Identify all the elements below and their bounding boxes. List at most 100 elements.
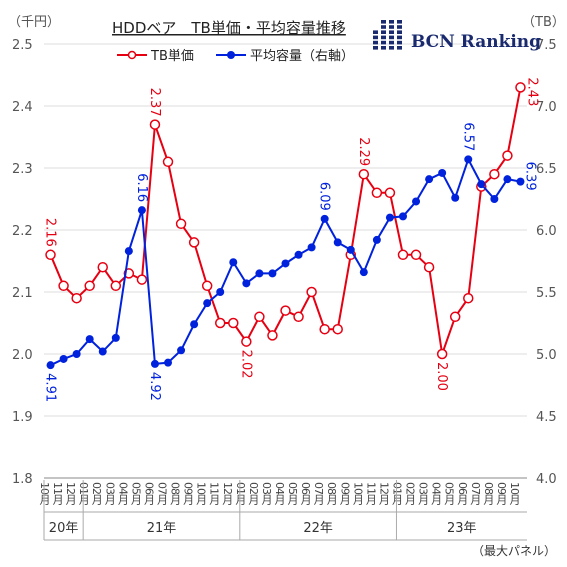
legend-label-tb-price: TB単価 — [150, 48, 194, 64]
tb-price-point — [384, 187, 396, 199]
avg-capacity-point — [203, 299, 212, 308]
x-tick-label: 04月 — [273, 482, 286, 505]
year-label: 22年 — [303, 521, 333, 536]
data-label: 6.16 — [134, 173, 149, 202]
x-tick-label: 12月 — [64, 482, 77, 505]
tb-price-point — [267, 330, 278, 341]
x-tick-label: 11月 — [364, 482, 377, 505]
avg-capacity-point — [490, 195, 499, 203]
x-tick-label: 03月 — [103, 482, 116, 505]
data-label: 4.92 — [147, 372, 162, 401]
data-label: 4.91 — [43, 373, 58, 402]
avg-capacity-point — [190, 320, 199, 329]
y-right-tick-label: 6.5 — [536, 162, 557, 177]
x-tick-label: 08月 — [325, 482, 338, 505]
x-tick-label: 06月 — [456, 482, 469, 505]
x-tick-label: 05月 — [286, 482, 299, 505]
logo-square — [373, 40, 378, 45]
x-tick-label: 05月 — [443, 482, 456, 505]
x-tick-label: 01月 — [234, 482, 247, 505]
data-label: 2.37 — [147, 88, 162, 117]
avg-capacity-point — [307, 243, 316, 252]
brand-logo-text: BCN Ranking — [411, 32, 541, 52]
tb-price-point — [319, 323, 330, 335]
tb-price-point — [463, 292, 474, 304]
avg-capacity-point — [372, 235, 381, 244]
data-label: 2.00 — [434, 362, 449, 391]
tb-price-point — [71, 292, 82, 304]
avg-capacity-point — [98, 347, 107, 356]
logo-square — [389, 40, 394, 45]
brand-logo-icon — [373, 20, 402, 50]
y-left-tick-label: 2.2 — [12, 224, 33, 239]
y-left-tick-label: 2.1 — [12, 286, 33, 301]
logo-square — [397, 40, 402, 45]
year-label: 23年 — [447, 521, 477, 536]
legend-marker-avg-capacity — [227, 51, 235, 59]
avg-capacity-point — [164, 358, 173, 367]
grid-lines — [44, 43, 527, 479]
avg-capacity-point — [150, 359, 159, 368]
tb-price-point — [149, 119, 161, 130]
avg-capacity-point — [268, 269, 277, 278]
chart-title: HDDベア TB単価・平均容量推移 — [112, 19, 346, 37]
avg-capacity-point — [242, 279, 251, 288]
tb-price-point — [332, 323, 343, 335]
y-left-tick-label: 1.8 — [12, 472, 33, 487]
x-tick-label: 06月 — [299, 482, 312, 505]
x-tick-label: 03月 — [417, 482, 430, 505]
y-right-tick-label: 7.0 — [536, 100, 557, 115]
tb-price-point — [136, 274, 148, 285]
tb-price-point — [371, 187, 383, 199]
y-right-tick-label: 6.0 — [536, 224, 557, 239]
avg-capacity-point — [438, 168, 447, 177]
left-axis-unit: （千円） — [8, 15, 60, 30]
x-tick-label: 11月 — [208, 482, 221, 505]
data-label: 6.09 — [317, 182, 332, 211]
logo-square — [381, 30, 386, 34]
y-left-tick-label: 2.4 — [12, 100, 33, 115]
tb-price-point — [214, 317, 226, 329]
avg-capacity-point — [412, 197, 421, 206]
logo-square — [389, 35, 394, 40]
data-label: 6.57 — [460, 122, 475, 151]
data-labels: 2.16 2.37 2.02 2.29 2.00 2.43 4.91 6.16 4.92 6.09… — [43, 77, 540, 402]
data-label: 2.29 — [356, 137, 371, 166]
avg-capacity-point — [516, 177, 525, 186]
avg-capacity-point — [451, 193, 460, 202]
series — [45, 82, 526, 370]
x-tick-label: 07月 — [156, 482, 169, 505]
tb-price-point — [502, 150, 513, 161]
tb-price-point — [358, 168, 370, 180]
x-tick-label: 10月 — [195, 482, 208, 505]
avg-capacity-point — [333, 238, 342, 247]
avg-capacity-point — [229, 258, 238, 267]
x-tick-label: 02月 — [90, 482, 103, 505]
y-right-tick-label: 4.0 — [536, 472, 557, 487]
logo-square — [389, 46, 394, 50]
x-tick-label: 10月 — [38, 482, 51, 505]
data-label: 2.16 — [43, 218, 58, 247]
avg-capacity-point — [464, 155, 473, 164]
x-tick-label: 08月 — [482, 482, 495, 505]
tb-price-point — [97, 261, 108, 273]
x-tick-label: 07月 — [469, 482, 482, 505]
tb-price-point — [410, 249, 422, 261]
tb-price-point — [436, 348, 448, 360]
axes: 1.8 1.9 2.0 2.1 2.2 2.3 2.4 2.5 4.0 4.5 5.0 5.5 6.0 6… — [12, 38, 557, 541]
avg-capacity-point — [46, 361, 55, 370]
avg-capacity-point — [255, 269, 264, 278]
data-label: 2.02 — [238, 350, 253, 379]
tb-price-point — [293, 311, 304, 323]
data-label: 2.43 — [524, 77, 539, 106]
year-label: 21年 — [147, 521, 177, 536]
tb-price-point — [84, 280, 95, 292]
avg-capacity-point — [216, 288, 225, 296]
y-left-tick-label: 2.3 — [12, 162, 33, 177]
tb-price-point — [489, 168, 500, 180]
x-tick-label: 11月 — [51, 482, 64, 505]
data-label: 6.39 — [522, 162, 537, 191]
tb-price-point — [306, 286, 317, 298]
logo-square — [397, 30, 402, 34]
